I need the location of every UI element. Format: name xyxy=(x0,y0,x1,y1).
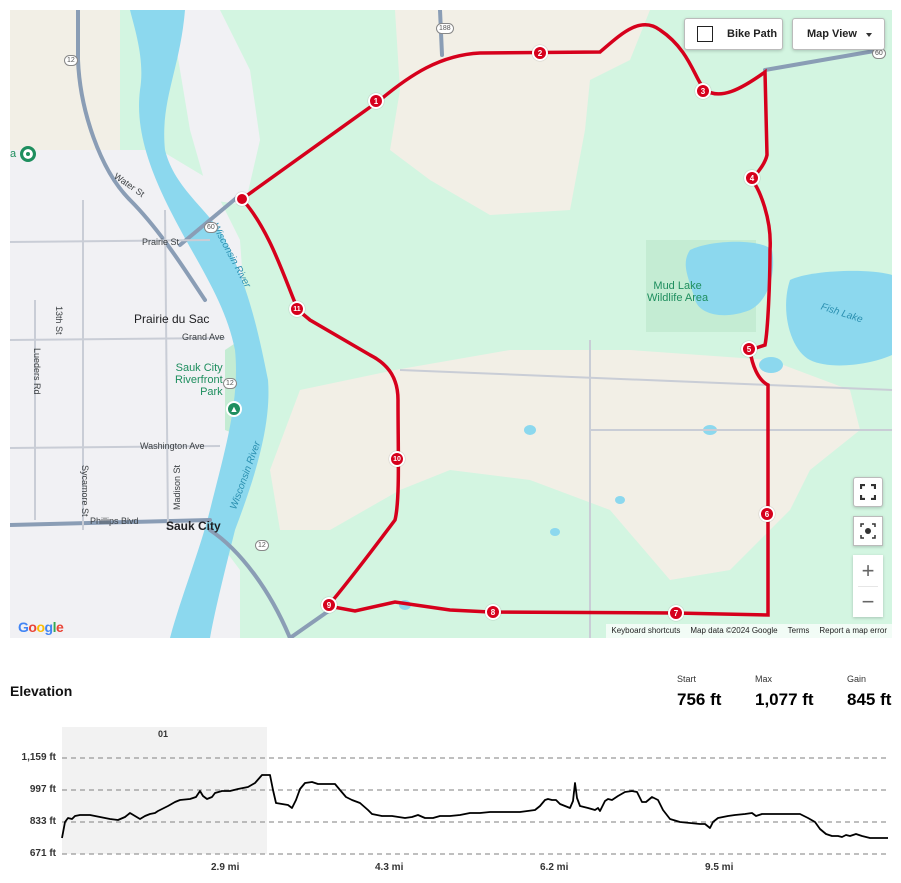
label-washington-ave: Washington Ave xyxy=(140,441,205,451)
route-shield-us12-bus: 12 xyxy=(223,378,237,389)
terms-link[interactable]: Terms xyxy=(787,626,810,635)
label-mud-lake: Mud Lake Wildlife Area xyxy=(647,280,709,304)
label-phillips-blvd: Phillips Blvd xyxy=(90,516,139,526)
y-tick-833: 833 ft xyxy=(29,816,56,827)
route-map[interactable]: Prairie du Sac Sauk City Sauk City River… xyxy=(10,10,892,638)
bike-path-checkbox[interactable] xyxy=(697,26,713,42)
stat-max-value: 1,077 ft xyxy=(755,690,814,709)
zoom-out-button[interactable]: − xyxy=(861,588,875,614)
y-tick-1159: 1,159 ft xyxy=(21,752,56,763)
route-shield-60-west: 60 xyxy=(204,222,218,233)
y-tick-997: 997 ft xyxy=(29,784,56,795)
x-tick-2-9: 2.9 mi xyxy=(211,862,240,873)
elevation-title: Elevation xyxy=(10,683,73,699)
mile-marker-6[interactable]: 6 xyxy=(759,506,775,522)
label-prairie-du-sac: Prairie du Sac xyxy=(134,312,210,326)
bike-path-label: Bike Path xyxy=(727,28,778,40)
mile-marker-2[interactable]: 2 xyxy=(532,45,548,61)
label-prairie-st: Prairie St xyxy=(142,237,180,247)
y-tick-671: 671 ft xyxy=(29,848,56,859)
mile-marker-5[interactable]: 5 xyxy=(741,341,757,357)
stat-max-label: Max xyxy=(755,674,773,684)
map-data-text: Map data ©2024 Google xyxy=(690,626,778,635)
bike-path-toggle[interactable]: Bike Path xyxy=(684,18,783,50)
park-tree-icon[interactable]: ▲ xyxy=(226,401,242,417)
fullscreen-icon xyxy=(860,484,876,500)
zoom-divider xyxy=(858,586,878,587)
mile-marker-3[interactable]: 3 xyxy=(695,83,711,99)
stat-gain-label: Gain xyxy=(847,674,867,684)
recenter-icon xyxy=(860,523,876,539)
route-start-marker[interactable] xyxy=(235,192,249,206)
stat-gain: Gain 845 ft xyxy=(847,674,891,710)
stat-start: Start 756 ft xyxy=(677,674,721,710)
route-path xyxy=(239,23,772,617)
zoom-in-button[interactable]: + xyxy=(861,557,875,583)
route-shield-188: 188 xyxy=(436,23,454,34)
keyboard-shortcuts-link[interactable]: Keyboard shortcuts xyxy=(611,626,681,635)
caret-down-icon xyxy=(866,33,872,37)
route-shield-us12: 12 xyxy=(64,55,78,66)
segment-label: 01 xyxy=(158,729,169,739)
label-riverfront-park: Sauk City Riverfront Park xyxy=(175,362,223,398)
google-logo: Google xyxy=(18,619,64,635)
x-tick-9-5: 9.5 mi xyxy=(705,862,734,873)
fullscreen-button[interactable] xyxy=(853,477,883,507)
mile-marker-4[interactable]: 4 xyxy=(744,170,760,186)
elevation-line xyxy=(61,774,888,839)
zoom-controls: + − xyxy=(853,555,883,617)
label-partial-place: a xyxy=(10,148,17,160)
stat-start-value: 756 ft xyxy=(677,690,722,709)
recenter-button[interactable] xyxy=(853,516,883,546)
stat-gain-value: 845 ft xyxy=(847,690,892,709)
stat-max: Max 1,077 ft xyxy=(755,674,814,710)
mile-marker-8[interactable]: 8 xyxy=(485,604,501,620)
stat-start-label: Start xyxy=(677,674,697,684)
mile-marker-9[interactable]: 9 xyxy=(321,597,337,613)
mile-marker-1[interactable]: 1 xyxy=(368,93,384,109)
mile-marker-7[interactable]: 7 xyxy=(668,605,684,621)
map-view-label: Map View xyxy=(807,28,857,40)
x-tick-6-2: 6.2 mi xyxy=(540,862,569,873)
map-view-dropdown[interactable]: Map View xyxy=(792,18,885,50)
map-canvas xyxy=(10,10,892,638)
mile-marker-10[interactable]: 10 xyxy=(389,451,405,467)
report-error-link[interactable]: Report a map error xyxy=(819,626,887,635)
place-pin-icon[interactable] xyxy=(20,146,36,162)
map-attribution: Keyboard shortcuts Map data ©2024 Google… xyxy=(606,624,892,638)
route-shield-us12-south: 12 xyxy=(255,540,269,551)
x-tick-4-3: 4.3 mi xyxy=(375,862,404,873)
label-grand-ave: Grand Ave xyxy=(182,332,225,342)
mile-marker-11[interactable]: 11 xyxy=(289,301,305,317)
label-sauk-city: Sauk City xyxy=(166,519,221,533)
